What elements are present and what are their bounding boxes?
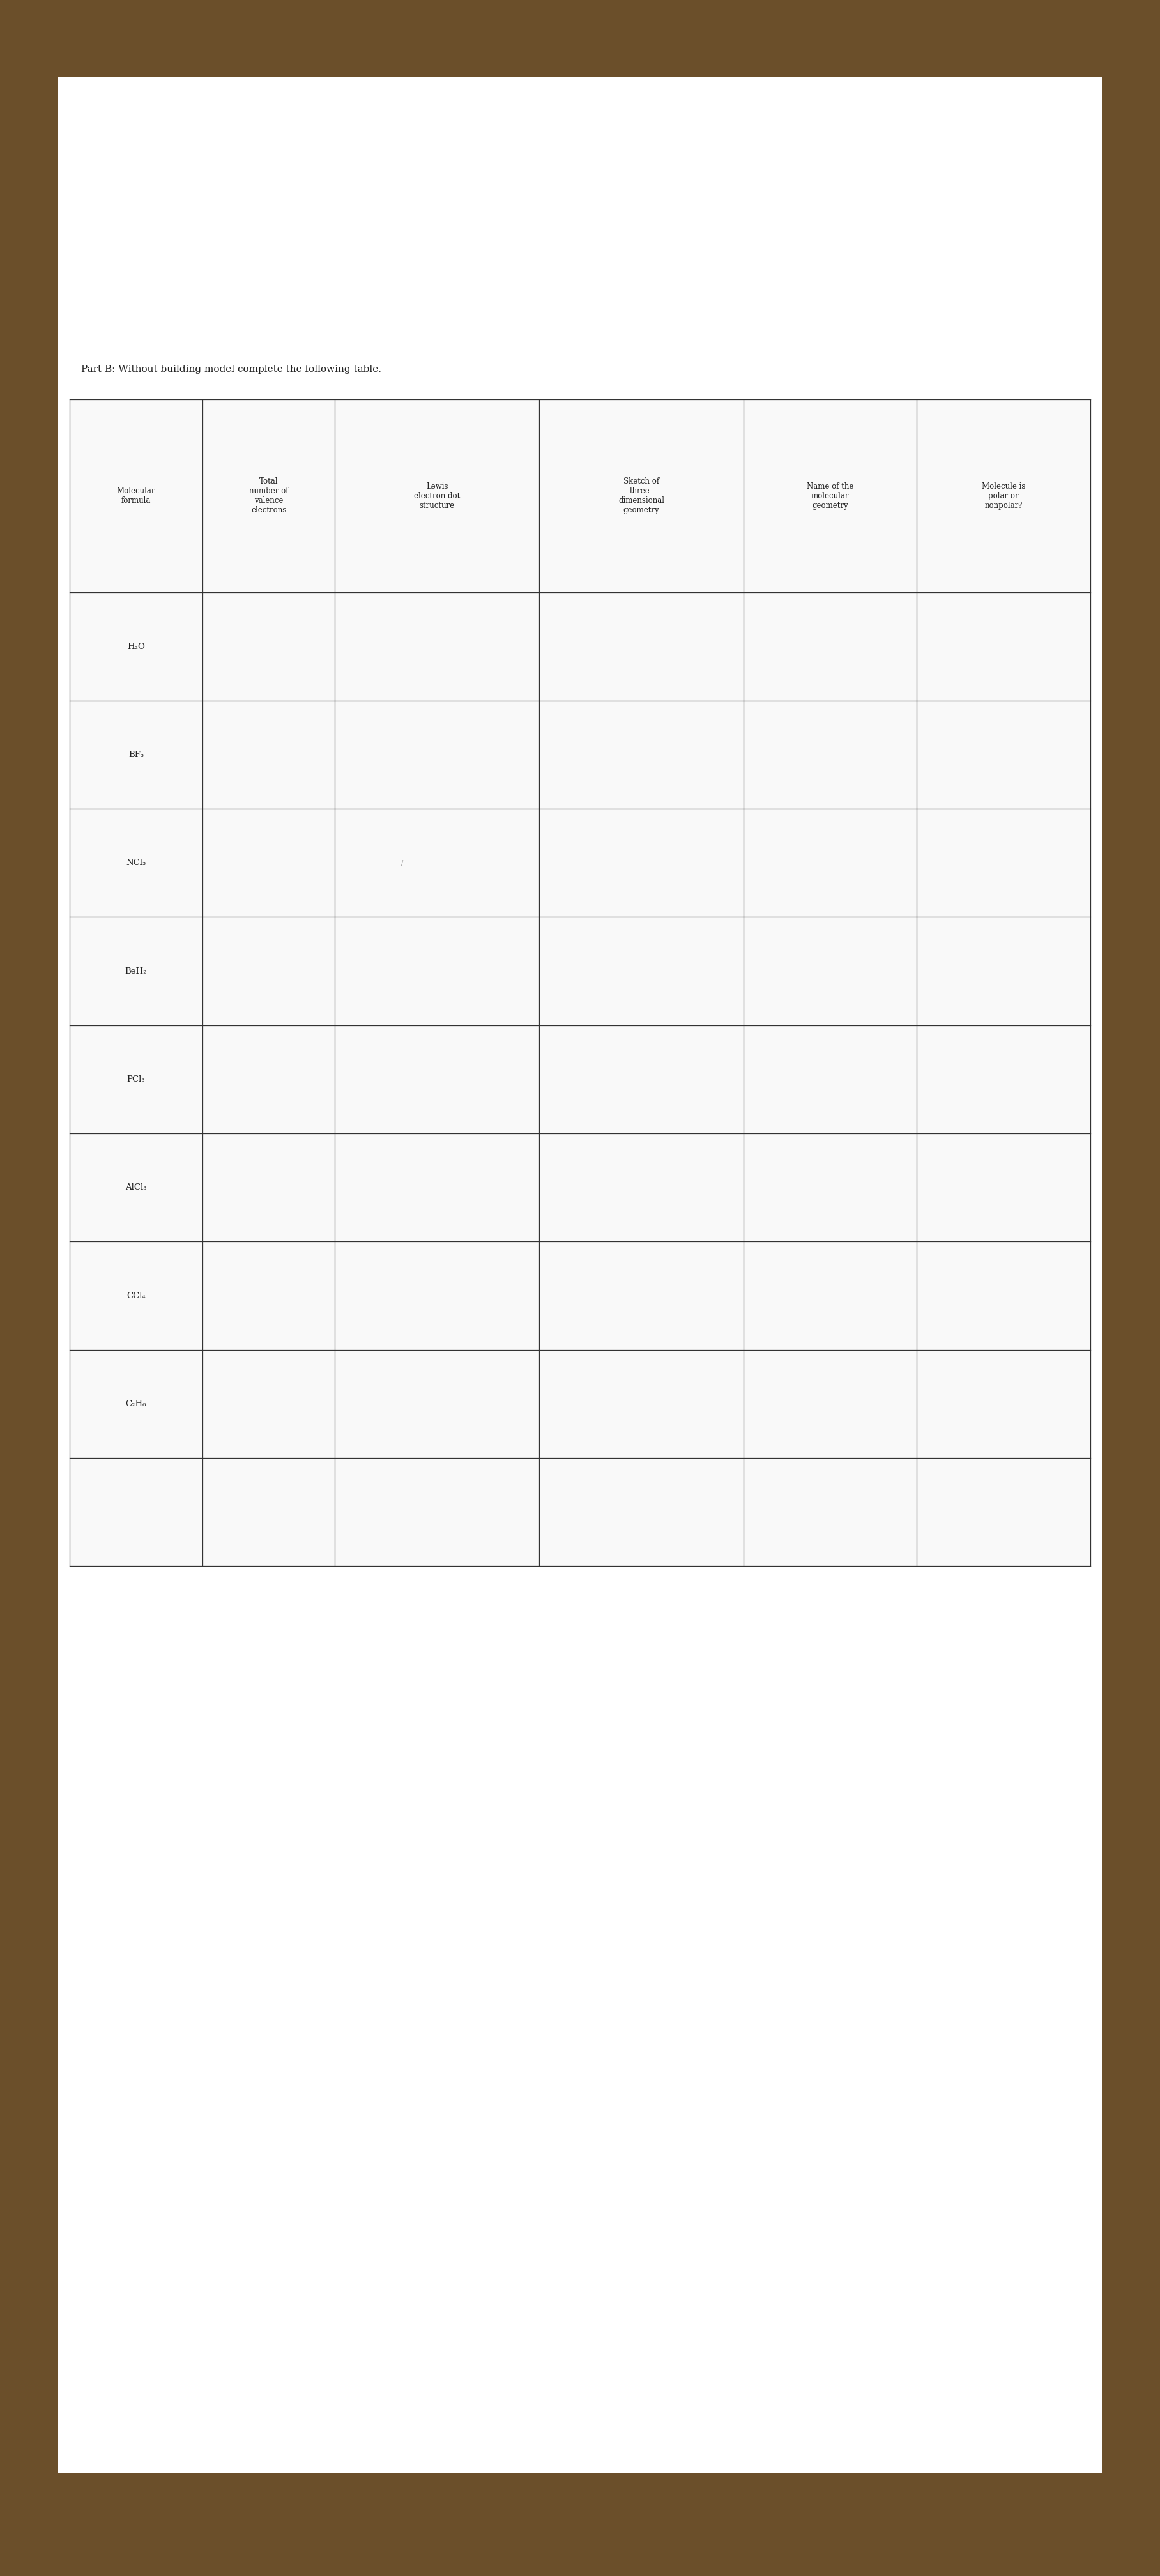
Text: Molecular
formula: Molecular formula xyxy=(117,487,155,505)
Text: /: / xyxy=(401,860,404,866)
Text: CCl₄: CCl₄ xyxy=(126,1291,145,1301)
Text: Total
number of
valence
electrons: Total number of valence electrons xyxy=(249,477,289,515)
Text: AlCl₃: AlCl₃ xyxy=(125,1182,146,1193)
Text: C₂H₆: C₂H₆ xyxy=(125,1399,146,1409)
Text: BeH₂: BeH₂ xyxy=(125,966,147,976)
Text: Name of the
molecular
geometry: Name of the molecular geometry xyxy=(806,482,854,510)
Text: NCl₃: NCl₃ xyxy=(126,858,146,868)
Text: PCl₃: PCl₃ xyxy=(126,1074,145,1084)
Text: Lewis
electron dot
structure: Lewis electron dot structure xyxy=(414,482,461,510)
Text: BF₃: BF₃ xyxy=(129,750,144,760)
Text: Sketch of
three-
dimensional
geometry: Sketch of three- dimensional geometry xyxy=(618,477,665,515)
Text: Molecule is
polar or
nonpolar?: Molecule is polar or nonpolar? xyxy=(981,482,1025,510)
Text: Part B: Without building model complete the following table.: Part B: Without building model complete … xyxy=(81,366,382,374)
FancyBboxPatch shape xyxy=(70,399,1090,1566)
Text: H₂O: H₂O xyxy=(128,641,145,652)
FancyBboxPatch shape xyxy=(58,77,1102,2473)
